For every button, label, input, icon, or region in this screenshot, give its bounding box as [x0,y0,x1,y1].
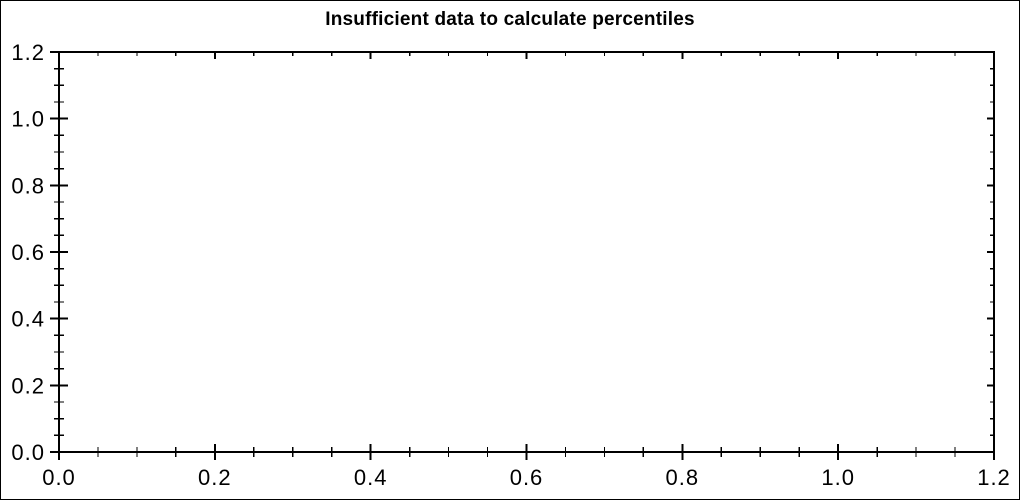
chart-title: Insufficient data to calculate percentil… [325,9,695,30]
x-tick-label: 0.6 [510,465,544,490]
x-tick-label: 1.0 [821,465,855,490]
y-tick-label: 0.6 [11,240,45,265]
x-tick-label: 1.2 [977,465,1011,490]
plot-frame [58,51,995,453]
y-tick-label: 0.4 [11,307,45,332]
y-tick-label: 0.0 [11,440,45,465]
x-tick-label: 0.4 [354,465,388,490]
y-tick-label: 1.2 [11,40,45,65]
x-tick-label: 0.0 [42,465,76,490]
y-tick-label: 1.0 [11,107,45,132]
y-tick-label: 0.2 [11,373,45,398]
y-tick-label: 0.8 [11,173,45,198]
x-tick-label: 0.2 [198,465,232,490]
x-tick-label: 0.8 [666,465,700,490]
